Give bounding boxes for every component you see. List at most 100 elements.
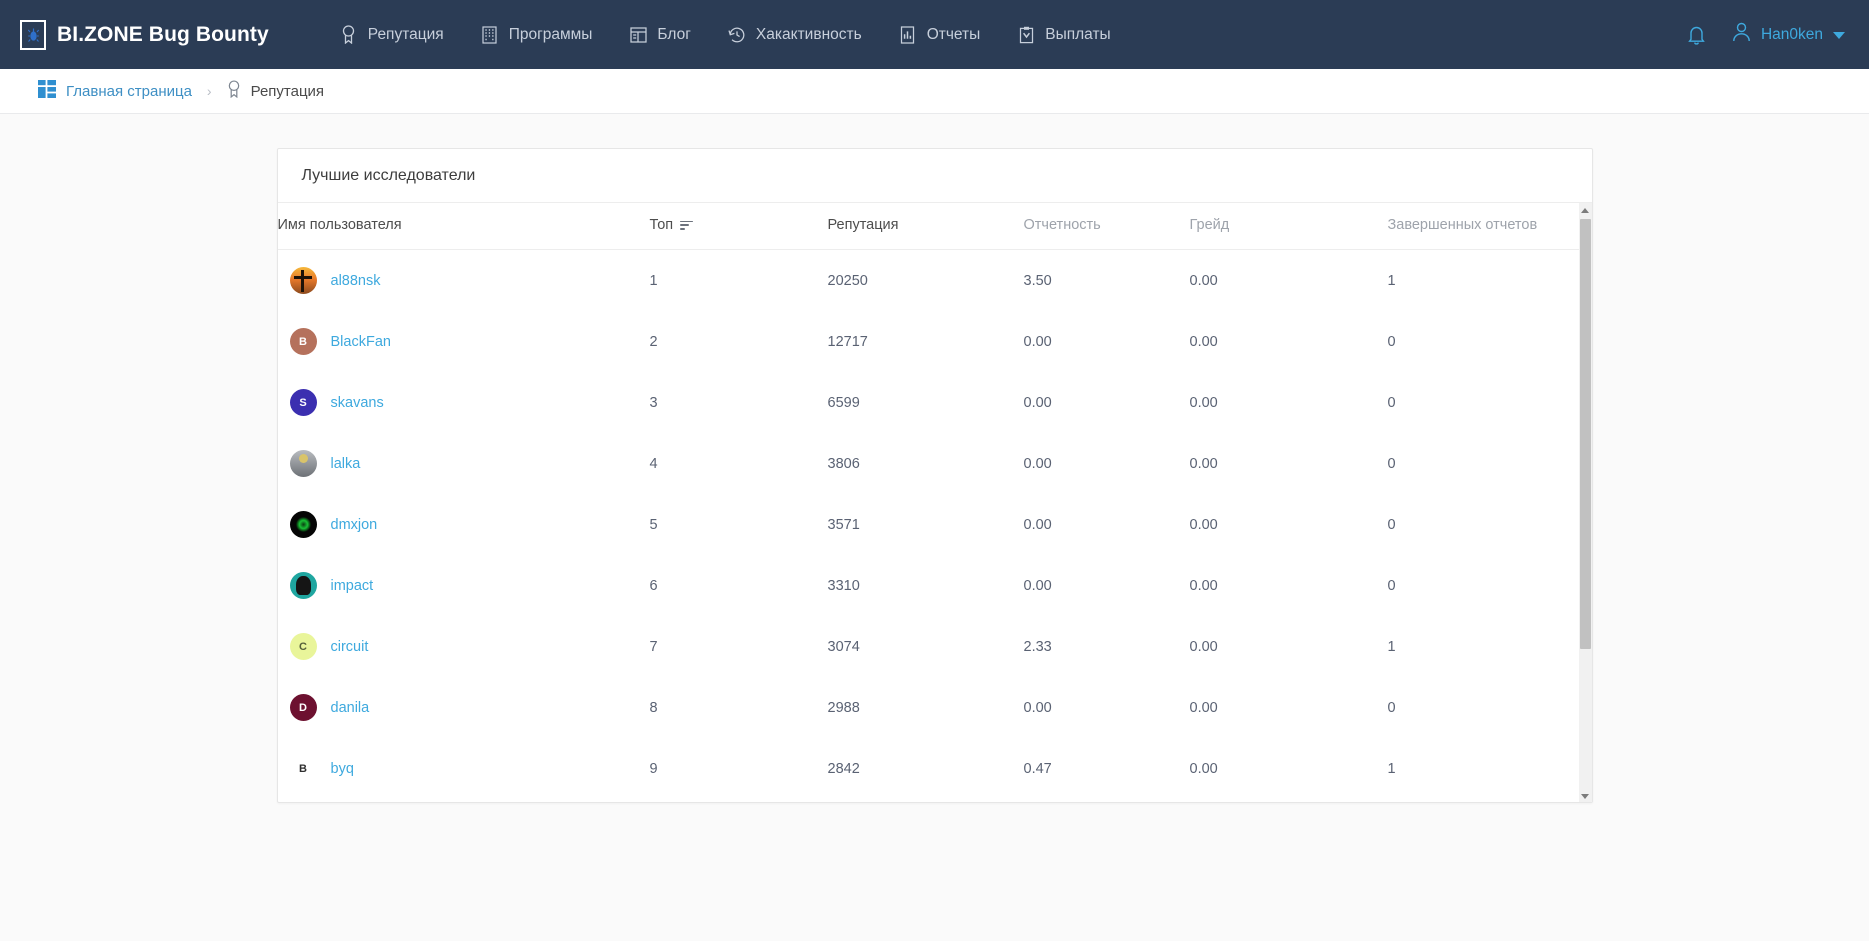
nav-item-label: Блог <box>657 25 691 43</box>
table-row: al88nsk 1 20250 3.50 0.00 1 <box>278 250 1592 312</box>
medal-icon <box>339 24 359 46</box>
cell-reputation: 20250 <box>827 272 868 289</box>
cell-top: 4 <box>649 455 658 472</box>
cell-reputation: 2733 <box>828 799 1024 802</box>
nav-item-label: Отчеты <box>926 25 981 43</box>
username-link[interactable]: danila <box>330 699 370 716</box>
avatar <box>289 267 317 294</box>
username-link[interactable]: dmxjon <box>330 516 378 533</box>
cell-username: B BlackFan <box>278 311 650 372</box>
username-link[interactable]: impact <box>330 577 374 594</box>
avatar: S <box>289 389 317 416</box>
cell-completed-reports: 0 <box>1388 799 1592 802</box>
cell-top: 1 <box>649 272 658 289</box>
breadcrumb-current-label: Репутация <box>250 82 325 100</box>
column-label: Имя пользователя <box>277 217 402 233</box>
breadcrumb: Главная страница › Репутация <box>0 69 1869 114</box>
cell-top: 10 <box>650 799 828 802</box>
nav-item-payouts[interactable]: Выплаты <box>998 16 1128 54</box>
column-header-username[interactable]: Имя пользователя <box>277 203 650 250</box>
column-header-completed-reports[interactable]: Завершенных отчетов <box>1387 203 1592 250</box>
avatar <box>289 511 317 538</box>
card-header: Лучшие исследователи <box>277 149 1592 203</box>
nav-links: Репутация Программы Блог <box>321 16 1129 54</box>
cell-top: 6 <box>649 577 658 594</box>
cell-reporting: 2.33 <box>1023 638 1052 655</box>
dashboard-grid-icon <box>38 80 56 102</box>
cell-top: 7 <box>649 638 658 655</box>
chevron-down-icon <box>1833 32 1845 39</box>
cell-grade: 0.00 <box>1189 455 1218 472</box>
vertical-scrollbar[interactable] <box>1578 203 1592 802</box>
cell-top: 9 <box>649 760 658 777</box>
table-row: dmxjon 5 3571 0.00 0.00 0 <box>278 494 1592 555</box>
scroll-up-arrow-icon[interactable] <box>1579 203 1592 217</box>
medal-icon <box>227 80 241 102</box>
cell-completed-reports: 0 <box>1387 516 1396 533</box>
column-header-top[interactable]: Топ <box>649 203 828 250</box>
cell-top: 2 <box>649 333 658 350</box>
username-link[interactable]: byq <box>330 760 354 777</box>
cell-grade: 0.00 <box>1189 760 1218 777</box>
nav-item-label: Программы <box>508 25 593 43</box>
bug-shield-icon <box>20 19 46 50</box>
scroll-down-arrow-icon[interactable] <box>1579 789 1592 802</box>
user-menu[interactable]: Han0ken <box>1732 22 1845 47</box>
top-researchers-card: Лучшие исследователи Имя пользователя То… <box>276 148 1593 803</box>
column-header-reporting[interactable]: Отчетность <box>1023 203 1190 250</box>
cell-completed-reports: 0 <box>1387 394 1396 411</box>
nav-item-hacktivity[interactable]: Хакактивность <box>709 16 880 54</box>
sort-lines-icon[interactable] <box>680 220 694 230</box>
avatar <box>289 450 317 477</box>
clipboard-check-icon <box>1016 24 1036 46</box>
page-content: Лучшие исследователи Имя пользователя То… <box>0 114 1869 941</box>
username-link[interactable]: BlackFan <box>330 333 391 350</box>
nav-item-label: Выплаты <box>1045 25 1111 43</box>
avatar: C <box>289 633 317 660</box>
history-clock-icon <box>727 24 747 46</box>
cell-grade: 0.00 <box>1190 799 1388 802</box>
scroll-thumb[interactable] <box>1579 219 1591 649</box>
nav-item-blog[interactable]: Блог <box>610 16 709 54</box>
cell-reputation: 3806 <box>827 455 860 472</box>
cell-reporting: 0.00 <box>1023 333 1052 350</box>
cell-completed-reports: 0 <box>1387 699 1396 716</box>
cell-grade: 0.00 <box>1189 516 1218 533</box>
cell-username: lalka <box>278 433 650 494</box>
brand-logo-link[interactable]: BI.ZONE Bug Bounty <box>20 19 269 50</box>
column-label: Репутация <box>827 217 899 233</box>
bell-icon[interactable] <box>1687 24 1706 45</box>
column-header-reputation[interactable]: Репутация <box>827 203 1024 250</box>
cell-username: sh1yo <box>278 799 650 802</box>
table-head: Имя пользователя Топ Репутация Отчетност… <box>277 203 1592 250</box>
cell-reporting: 0.00 <box>1023 516 1052 533</box>
table-row: B BlackFan 2 12717 0.00 0.00 0 <box>278 311 1592 372</box>
breadcrumb-home[interactable]: Главная страница <box>38 80 192 102</box>
nav-item-programs[interactable]: Программы <box>462 16 611 54</box>
leaderboard-table: Имя пользователя Топ Репутация Отчетност… <box>277 203 1592 802</box>
cell-reporting: 0.00 <box>1023 577 1052 594</box>
nav-right-section: Han0ken <box>1687 0 1845 69</box>
cell-reputation: 12717 <box>827 333 868 350</box>
username-link[interactable]: circuit <box>330 638 369 655</box>
nav-item-reputation[interactable]: Репутация <box>321 16 462 54</box>
cell-completed-reports: 0 <box>1387 333 1396 350</box>
column-label: Отчетность <box>1023 217 1101 233</box>
page-title: Лучшие исследователи <box>301 166 476 184</box>
cell-username: dmxjon <box>278 494 650 555</box>
breadcrumb-home-label[interactable]: Главная страница <box>66 82 192 100</box>
cell-grade: 0.00 <box>1189 699 1218 716</box>
username-link[interactable]: skavans <box>330 394 384 411</box>
nav-item-reports[interactable]: Отчеты <box>880 16 999 54</box>
username-link[interactable]: al88nsk <box>330 272 381 289</box>
username-link[interactable]: lalka <box>330 455 361 472</box>
cell-reputation: 2988 <box>827 699 860 716</box>
cell-reputation: 3310 <box>827 577 860 594</box>
column-header-grade[interactable]: Грейд <box>1189 203 1388 250</box>
table-header-row: Имя пользователя Топ Репутация Отчетност… <box>277 203 1592 250</box>
cell-reporting: 0.00 <box>1023 699 1052 716</box>
